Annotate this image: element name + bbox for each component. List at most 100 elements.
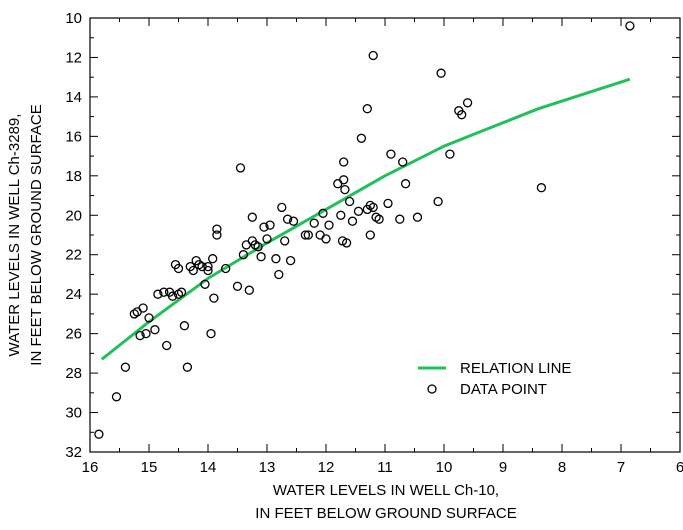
data-point xyxy=(238,250,249,260)
data-point xyxy=(256,252,266,262)
y-axis-label-line1: WATER LEVELS IN WELL Ch-3289, xyxy=(6,114,23,357)
data-point xyxy=(150,325,160,335)
data-point xyxy=(445,149,455,159)
data-point xyxy=(182,362,193,372)
data-point xyxy=(162,340,172,351)
data-point xyxy=(282,214,293,224)
data-point xyxy=(277,202,287,213)
y-tick-label: 20 xyxy=(65,207,82,224)
data-point xyxy=(321,234,331,244)
data-point xyxy=(285,255,296,266)
data-point xyxy=(135,330,145,341)
data-point xyxy=(159,287,169,297)
data-point xyxy=(436,68,446,78)
data-point xyxy=(176,287,187,297)
x-tick-label: 12 xyxy=(318,459,335,476)
data-point xyxy=(173,263,184,274)
data-point xyxy=(111,392,122,402)
data-point xyxy=(347,216,358,226)
data-point xyxy=(433,196,443,207)
data-point xyxy=(412,212,423,222)
data-point xyxy=(365,200,375,211)
data-point xyxy=(221,263,231,274)
data-point xyxy=(167,291,178,301)
y-tick-label: 12 xyxy=(65,49,82,66)
x-tick-label: 11 xyxy=(377,459,393,476)
y-tick-label: 32 xyxy=(65,444,82,461)
data-point xyxy=(288,216,299,226)
data-point xyxy=(271,254,281,264)
data-point xyxy=(300,230,311,240)
data-point xyxy=(336,210,346,220)
data-point xyxy=(315,230,325,240)
data-point xyxy=(324,220,334,230)
data-point xyxy=(179,321,190,331)
data-point xyxy=(368,50,378,61)
x-tick-label: 14 xyxy=(200,459,217,476)
data-point xyxy=(353,206,364,216)
data-point xyxy=(208,254,218,264)
data-point xyxy=(232,281,243,291)
data-point xyxy=(625,21,635,31)
data-point xyxy=(203,265,213,276)
data-point xyxy=(309,218,319,228)
data-point xyxy=(303,230,313,240)
legend: RELATION LINE DATA POINT xyxy=(418,360,571,398)
data-point xyxy=(536,183,547,193)
data-point xyxy=(274,269,284,280)
x-axis-label-line1: WATER LEVELS IN WELL Ch-10, xyxy=(273,482,499,499)
x-tick-label: 9 xyxy=(499,459,507,476)
relation-line xyxy=(100,77,631,361)
data-point xyxy=(333,179,343,189)
data-point xyxy=(203,261,213,272)
data-point xyxy=(144,313,154,323)
data-point xyxy=(462,98,473,108)
data-point xyxy=(129,309,139,319)
legend-data-point-swatch xyxy=(427,384,437,394)
data-point xyxy=(262,234,272,244)
data-point xyxy=(280,236,290,246)
data-point xyxy=(200,279,210,289)
x-tick-label: 16 xyxy=(82,459,99,476)
data-point xyxy=(365,230,375,240)
data-point xyxy=(206,328,216,339)
data-point xyxy=(138,303,148,313)
data-point xyxy=(212,230,222,240)
data-point xyxy=(344,196,355,207)
data-point xyxy=(341,238,352,248)
data-point xyxy=(362,104,372,114)
data-point xyxy=(339,157,349,167)
data-point xyxy=(188,265,198,276)
data-point xyxy=(395,214,405,224)
data-point xyxy=(398,157,408,167)
data-point xyxy=(212,224,222,234)
data-point xyxy=(386,149,396,159)
data-point xyxy=(120,362,131,372)
data-point xyxy=(340,184,350,195)
data-point xyxy=(153,289,163,299)
legend-relation-line-label: RELATION LINE xyxy=(460,360,571,377)
data-point xyxy=(457,110,467,120)
y-tick-label: 30 xyxy=(65,405,82,422)
data-point xyxy=(374,214,384,224)
data-point xyxy=(253,242,263,252)
x-tick-label: 13 xyxy=(259,459,276,476)
x-tick-label: 15 xyxy=(141,459,158,476)
data-point xyxy=(318,208,328,218)
x-tick-label: 6 xyxy=(676,459,683,476)
x-tick-label: 7 xyxy=(617,459,625,476)
data-point xyxy=(235,163,246,173)
relation-line-series xyxy=(100,77,631,361)
y-tick-label: 22 xyxy=(65,247,82,264)
data-point xyxy=(400,179,411,189)
data-point xyxy=(94,429,104,439)
y-tick-label: 18 xyxy=(65,168,82,185)
data-point xyxy=(356,133,367,143)
data-point xyxy=(368,202,378,213)
data-point xyxy=(209,293,219,303)
data-point-series xyxy=(94,21,635,439)
x-tick-label: 10 xyxy=(436,459,453,476)
x-tick-label: 8 xyxy=(558,459,566,476)
y-tick-label: 28 xyxy=(65,365,82,382)
